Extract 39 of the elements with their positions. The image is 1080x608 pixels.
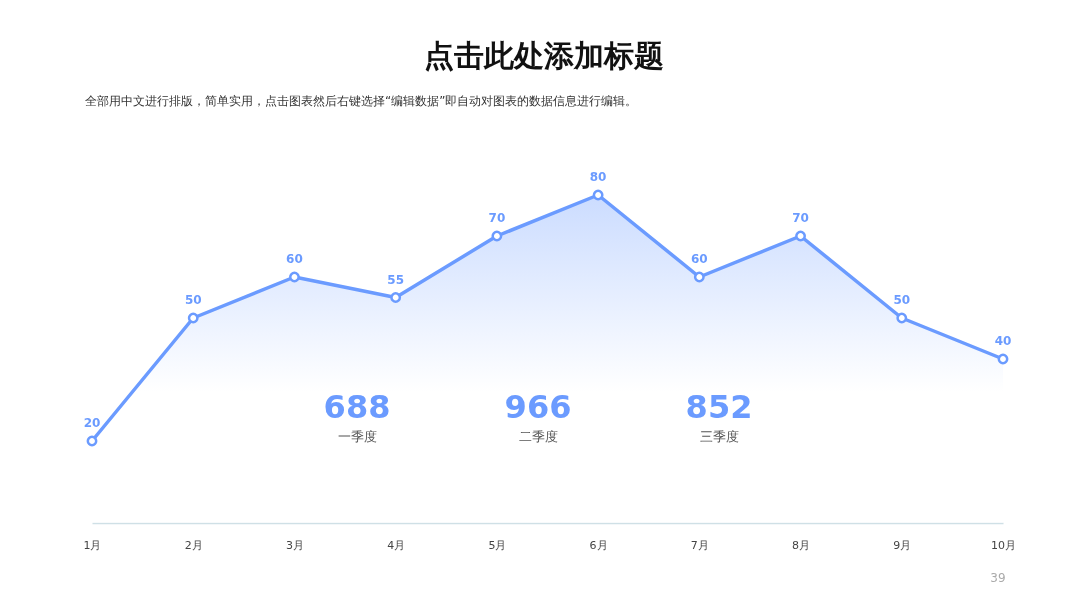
x-tick-label: 6月: [589, 538, 608, 552]
annotation: 三季度: [699, 429, 739, 444]
data-label: 60: [286, 252, 303, 266]
x-tick-label: 4月: [387, 538, 406, 552]
data-label: 70: [792, 211, 809, 225]
point: [795, 230, 806, 242]
point: [693, 271, 705, 283]
point: [592, 189, 604, 201]
chart-title: 点击此处添加标题: [423, 38, 664, 73]
x-tick-label: 9月: [893, 538, 912, 552]
annotation: 二季度: [518, 429, 558, 444]
data-label: 50: [893, 293, 911, 307]
x-tick-label: 10月: [991, 538, 1016, 552]
point: [997, 353, 1009, 365]
text: 39: [990, 571, 1006, 585]
data-label: 70: [488, 211, 506, 225]
point: [289, 271, 300, 283]
point: [187, 312, 199, 324]
annotation: 852: [685, 388, 753, 426]
data-label: 20: [83, 416, 101, 430]
data-label: 55: [387, 272, 405, 287]
chart-subtitle: 全部用中文进行排版，简单实用，点击图表然后右键选择“编辑数据”即自动对图表的数据信息进行编辑。: [85, 94, 638, 108]
data-label: 50: [184, 293, 202, 307]
annotation: 一季度: [337, 429, 377, 444]
data-label: 40: [994, 334, 1012, 348]
annotation: 966: [504, 388, 572, 426]
point: [390, 292, 402, 303]
point: [86, 435, 98, 447]
data-label: 60: [690, 252, 708, 266]
x-tick-label: 1月: [83, 538, 102, 552]
x-tick-label: 2月: [184, 538, 203, 552]
point: [491, 230, 503, 242]
data-label: 80: [589, 170, 607, 184]
x-tick-label: 5月: [488, 538, 507, 552]
x-tick-label: 7月: [690, 538, 709, 552]
x-tick-label: 8月: [792, 538, 811, 552]
x-tick-label: 3月: [285, 538, 304, 552]
point: [896, 312, 908, 324]
annotation: 688: [323, 388, 391, 426]
